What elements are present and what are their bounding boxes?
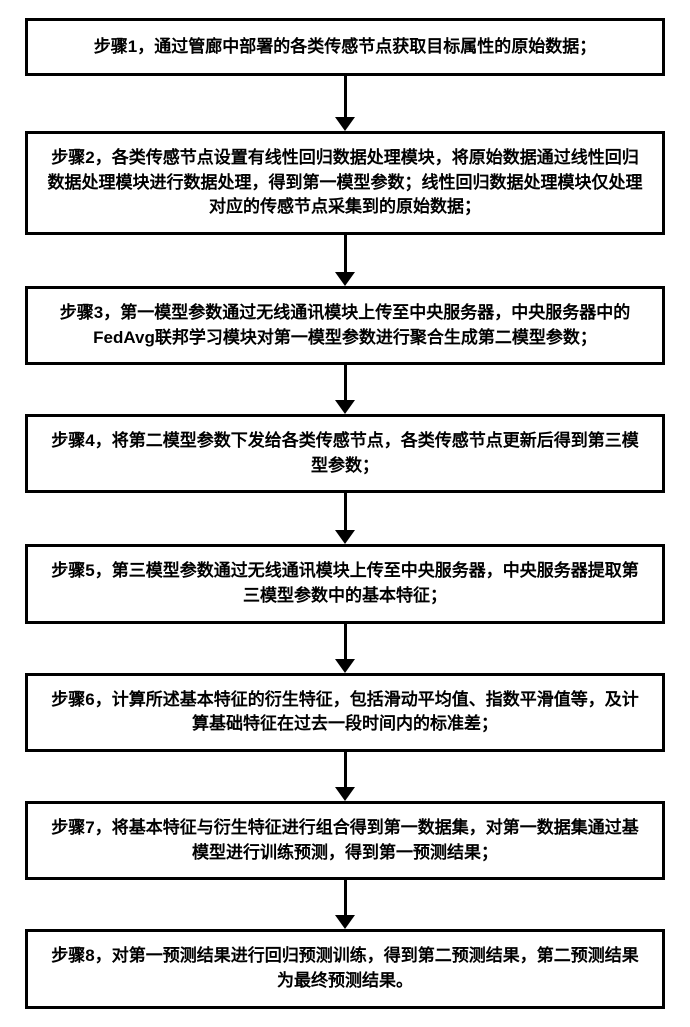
flowchart-container: 步骤1，通过管廊中部署的各类传感节点获取目标属性的原始数据； 步骤2，各类传感节点… — [0, 0, 690, 1027]
flow-node-text: 步骤4，将第二模型参数下发给各类传感节点，各类传感节点更新后得到第三模型参数； — [46, 429, 644, 478]
arrow-head-icon — [335, 659, 355, 673]
arrow-line — [344, 493, 347, 531]
flow-node-text: 步骤6，计算所述基本特征的衍生特征，包括滑动平均值、指数平滑值等，及计算基础特征… — [46, 688, 644, 737]
flow-node-text: 步骤2，各类传感节点设置有线性回归数据处理模块，将原始数据通过线性回归数据处理模… — [46, 146, 644, 220]
flow-node-text: 步骤3，第一模型参数通过无线通讯模块上传至中央服务器，中央服务器中的FedAvg… — [46, 301, 644, 350]
flow-node-step4: 步骤4，将第二模型参数下发给各类传感节点，各类传感节点更新后得到第三模型参数； — [25, 414, 665, 493]
flow-node-step3: 步骤3，第一模型参数通过无线通讯模块上传至中央服务器，中央服务器中的FedAvg… — [25, 286, 665, 365]
flow-arrow — [335, 624, 355, 673]
arrow-line — [344, 880, 347, 916]
flow-node-text: 步骤1，通过管廊中部署的各类传感节点获取目标属性的原始数据； — [94, 35, 596, 60]
flow-node-step8: 步骤8，对第一预测结果进行回归预测训练，得到第二预测结果，第二预测结果为最终预测… — [25, 929, 665, 1008]
flow-node-text: 步骤7，将基本特征与衍生特征进行组合得到第一数据集，对第一数据集通过基模型进行训… — [46, 816, 644, 865]
arrow-line — [344, 365, 347, 401]
flow-node-text: 步骤5，第三模型参数通过无线通讯模块上传至中央服务器，中央服务器提取第三模型参数… — [46, 559, 644, 608]
arrow-line — [344, 624, 347, 660]
arrow-line — [344, 235, 347, 273]
flow-node-text: 步骤8，对第一预测结果进行回归预测训练，得到第二预测结果，第二预测结果为最终预测… — [46, 944, 644, 993]
flow-node-step2: 步骤2，各类传感节点设置有线性回归数据处理模块，将原始数据通过线性回归数据处理模… — [25, 131, 665, 235]
flow-node-step6: 步骤6，计算所述基本特征的衍生特征，包括滑动平均值、指数平滑值等，及计算基础特征… — [25, 673, 665, 752]
arrow-line — [344, 76, 347, 118]
flow-node-step5: 步骤5，第三模型参数通过无线通讯模块上传至中央服务器，中央服务器提取第三模型参数… — [25, 544, 665, 623]
flow-node-step1: 步骤1，通过管廊中部署的各类传感节点获取目标属性的原始数据； — [25, 18, 665, 76]
flow-arrow — [335, 752, 355, 801]
arrow-line — [344, 752, 347, 788]
flow-arrow — [335, 76, 355, 131]
arrow-head-icon — [335, 787, 355, 801]
flow-arrow — [335, 493, 355, 544]
flow-arrow — [335, 235, 355, 286]
flow-arrow — [335, 880, 355, 929]
arrow-head-icon — [335, 400, 355, 414]
flow-arrow — [335, 365, 355, 414]
arrow-head-icon — [335, 117, 355, 131]
arrow-head-icon — [335, 530, 355, 544]
flow-node-step7: 步骤7，将基本特征与衍生特征进行组合得到第一数据集，对第一数据集通过基模型进行训… — [25, 801, 665, 880]
arrow-head-icon — [335, 272, 355, 286]
arrow-head-icon — [335, 915, 355, 929]
